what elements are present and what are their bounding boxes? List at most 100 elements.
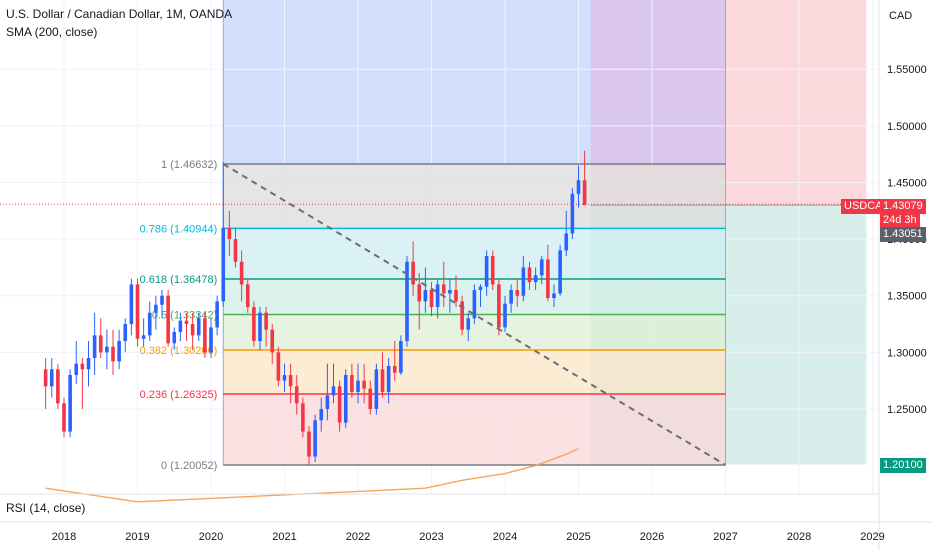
candle-body[interactable] [209,327,213,353]
candle-body[interactable] [154,304,158,313]
candle-body[interactable] [252,307,256,342]
candle-body[interactable] [276,352,281,381]
candle-body[interactable] [343,374,348,423]
candle-body[interactable] [368,388,373,409]
candle-body[interactable] [313,420,317,457]
candle-body[interactable] [399,341,403,373]
candle-body[interactable] [429,290,434,308]
candle-body[interactable] [539,259,544,276]
candle-body[interactable] [117,341,121,362]
candle-body[interactable] [325,395,330,409]
candle-body[interactable] [123,324,128,342]
candle-body[interactable] [405,261,409,342]
candle-body[interactable] [515,290,520,296]
candle-body[interactable] [233,239,238,262]
candle-body[interactable] [258,312,262,342]
chart-title: U.S. Dollar / Canadian Dollar, 1M, OANDA [6,7,233,21]
candle-body[interactable] [307,431,311,457]
candle-body[interactable] [472,290,477,319]
candle-body[interactable] [215,301,219,328]
candle-body[interactable] [239,261,244,285]
time-tick-label: 2027 [713,531,737,543]
candle-body[interactable] [105,346,109,353]
candle-body[interactable] [380,369,385,392]
candle-body[interactable] [43,369,48,387]
candle-body[interactable] [490,256,495,285]
candle-body[interactable] [264,312,268,330]
price-tick-label: 1.55000 [887,64,927,76]
candle-body[interactable] [98,335,103,353]
candle-body[interactable] [111,346,115,362]
candle-body[interactable] [411,261,415,285]
candle-body[interactable] [147,312,152,336]
candle-body[interactable] [448,290,452,294]
candle-body[interactable] [386,365,391,392]
candle-body[interactable] [282,374,287,381]
candle-body[interactable] [129,284,134,325]
candle-body[interactable] [301,403,305,432]
candle-body[interactable] [56,369,60,404]
price-tick-label: 1.50000 [887,121,927,133]
candle-body[interactable] [245,284,250,308]
candle-body[interactable] [92,335,97,359]
candle-body[interactable] [362,380,366,389]
candle-body[interactable] [441,284,446,294]
candle-body[interactable] [288,374,293,387]
candle-body[interactable] [74,363,79,375]
candle-body[interactable] [160,295,164,305]
candle-body[interactable] [552,293,556,298]
candle-body[interactable] [178,320,183,332]
candle-body[interactable] [356,380,360,392]
candle-body[interactable] [558,250,562,294]
candle-body[interactable] [62,403,66,432]
candle-body[interactable] [49,369,54,387]
candle-body[interactable] [166,295,170,344]
candle-body[interactable] [80,363,85,370]
candle-body[interactable] [546,259,550,298]
candle-body[interactable] [435,284,440,308]
candle-body[interactable] [392,365,397,373]
candle-body[interactable] [460,301,464,330]
candle-body[interactable] [350,374,354,392]
candle-body[interactable] [190,324,195,336]
candle-body[interactable] [270,329,275,353]
candle-body[interactable] [503,303,507,328]
candle-body[interactable] [582,180,587,206]
candle-body[interactable] [527,267,532,283]
candle-body[interactable] [337,386,342,423]
candle-body[interactable] [509,290,513,304]
candle-body[interactable] [497,284,501,328]
candle-body[interactable] [466,318,471,330]
candle-body[interactable] [86,358,91,370]
last-price-tag: 1.43079 [880,199,926,214]
candle-body[interactable] [203,318,207,353]
candle-body[interactable] [68,374,72,432]
candle-body[interactable] [576,180,581,194]
candle-body[interactable] [184,320,189,325]
candle-body[interactable] [423,290,428,302]
candle-body[interactable] [570,193,575,234]
candle-body[interactable] [454,290,458,302]
candle-body[interactable] [521,267,526,296]
candle-body[interactable] [478,286,483,291]
time-tick-label: 2018 [52,531,76,543]
candle-body[interactable] [135,284,140,339]
candle-body[interactable] [196,318,201,336]
candle-body[interactable] [331,386,336,396]
price-tick-label: 1.35000 [887,291,927,303]
candle-body[interactable] [374,369,379,409]
candle-body[interactable] [417,284,422,302]
candle-body[interactable] [172,331,177,344]
candle-body[interactable] [564,233,569,251]
candle-body[interactable] [227,227,232,240]
candle-body[interactable] [319,408,324,421]
candle-body[interactable] [221,227,226,302]
candle-body[interactable] [294,386,299,404]
candle-body[interactable] [484,256,489,287]
countdown-tag: 24d 3h [880,213,920,228]
trend-diagonal [222,163,727,466]
candle-body[interactable] [141,335,146,339]
candle-body[interactable] [533,275,538,283]
